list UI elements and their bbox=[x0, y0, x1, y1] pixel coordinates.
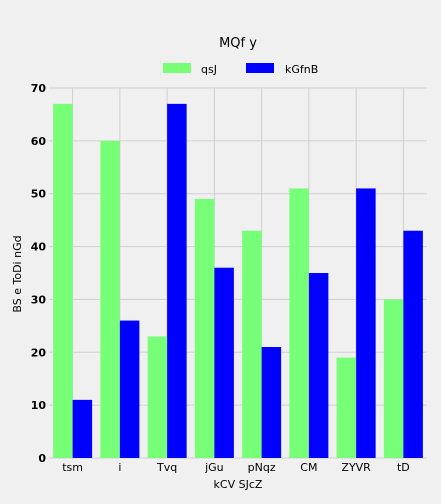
bar-series-1 bbox=[100, 140, 120, 458]
legend: qsJ kGfnB bbox=[163, 63, 318, 76]
x-axis-ticks: tsm i Tvq jGu pNqz CM ZYVR tD bbox=[62, 461, 410, 474]
bar-series-1 bbox=[383, 299, 404, 458]
bar-series-1 bbox=[147, 336, 168, 458]
bars bbox=[53, 103, 423, 458]
x-tick-label: jGu bbox=[204, 461, 224, 474]
x-tick-label: Tvq bbox=[156, 461, 177, 474]
bar-series-1 bbox=[194, 199, 215, 458]
y-axis-label: BS e ToDi nGd bbox=[11, 235, 24, 312]
x-tick-label: pNqz bbox=[248, 461, 276, 474]
bar-series-2 bbox=[356, 188, 376, 458]
x-tick-label: tD bbox=[397, 461, 410, 474]
bar-series-2 bbox=[167, 103, 187, 458]
bar-series-1 bbox=[53, 103, 73, 458]
y-tick-label: 40 bbox=[31, 241, 47, 254]
y-tick-label: 0 bbox=[38, 452, 46, 465]
x-tick-label: CM bbox=[300, 461, 317, 474]
legend-swatch bbox=[246, 63, 274, 73]
y-tick-label: 10 bbox=[31, 399, 47, 412]
bar-series-2 bbox=[261, 347, 282, 458]
y-tick-label: 50 bbox=[31, 188, 47, 201]
bar-series-2 bbox=[308, 273, 329, 458]
y-tick-label: 60 bbox=[31, 135, 47, 148]
y-tick-label: 70 bbox=[31, 82, 47, 95]
y-axis-ticks: 0 10 20 30 40 50 60 70 bbox=[31, 82, 47, 465]
x-tick-label: i bbox=[118, 461, 121, 474]
y-tick-label: 20 bbox=[31, 346, 47, 359]
bar-series-1 bbox=[242, 230, 262, 458]
chart-title: MQf y bbox=[219, 36, 257, 51]
bar-series-2 bbox=[119, 320, 140, 458]
bar-series-2 bbox=[403, 230, 423, 458]
bar-series-2 bbox=[72, 399, 93, 458]
x-tick-label: tsm bbox=[62, 461, 83, 474]
bar-series-1 bbox=[289, 188, 309, 458]
x-axis-label: kCV SJcZ bbox=[214, 478, 263, 491]
legend-label: kGfnB bbox=[285, 63, 318, 76]
bar-series-2 bbox=[214, 267, 234, 458]
x-tick-label: ZYVR bbox=[341, 461, 371, 474]
bar-series-1 bbox=[336, 357, 357, 458]
legend-label: qsJ bbox=[201, 63, 217, 76]
legend-swatch bbox=[163, 63, 191, 73]
y-tick-label: 30 bbox=[31, 293, 47, 306]
